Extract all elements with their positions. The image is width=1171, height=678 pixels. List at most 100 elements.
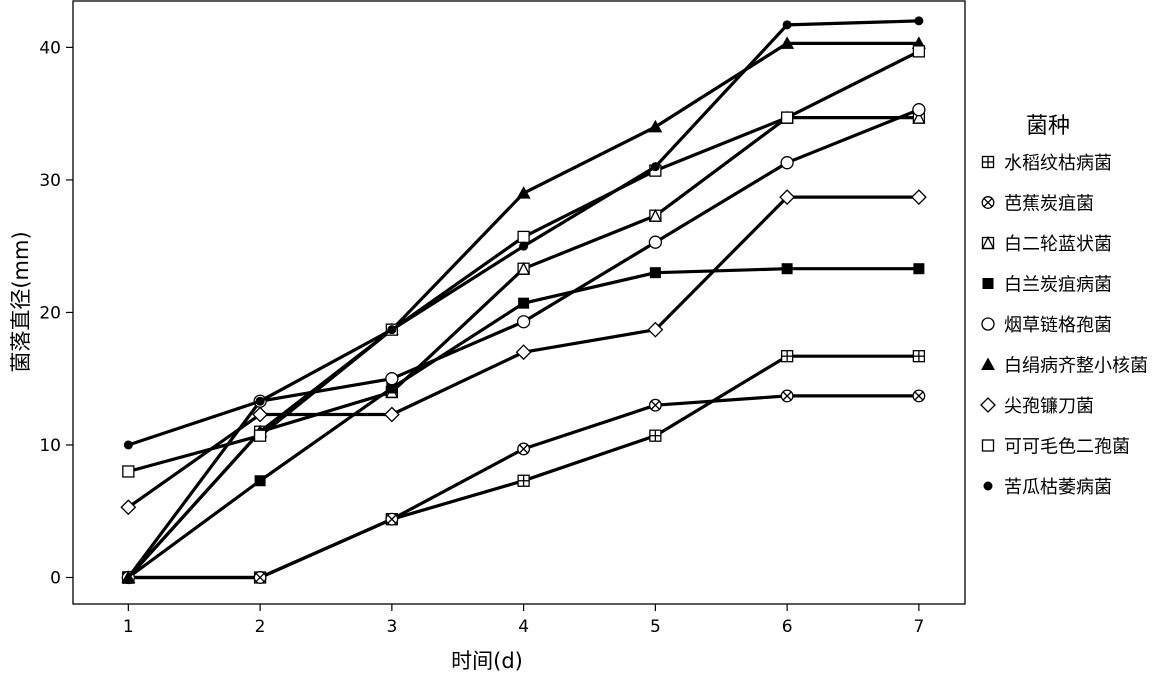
legend-marker xyxy=(983,481,993,491)
legend-label: 苦瓜枯萎病菌 xyxy=(1004,477,1112,498)
legend-item: 水稻纹枯病菌 xyxy=(981,153,1112,174)
data-point xyxy=(253,571,267,584)
data-point xyxy=(648,235,663,249)
data-point xyxy=(648,119,663,133)
legend-item: 尖孢镰刀菌 xyxy=(980,396,1094,417)
legend-item: 烟草链格孢菌 xyxy=(981,315,1112,336)
legend-label: 芭蕉炭疽菌 xyxy=(1004,194,1094,215)
x-tick-label: 4 xyxy=(518,617,529,637)
data-point xyxy=(649,429,662,442)
data-point xyxy=(912,389,926,403)
data-point xyxy=(781,263,793,275)
y-tick-label: 40 xyxy=(39,38,61,58)
series-9 xyxy=(123,16,924,450)
legend-item: 白绢病齐整小核菌 xyxy=(981,356,1148,377)
data-point xyxy=(517,442,531,456)
legend-label: 可可毛色二孢菌 xyxy=(1004,437,1130,458)
data-point xyxy=(517,230,530,244)
series-line xyxy=(128,354,919,580)
legend-marker xyxy=(981,236,995,250)
data-point xyxy=(516,315,531,329)
legend-label: 尖孢镰刀菌 xyxy=(1004,396,1094,417)
data-point xyxy=(387,325,397,335)
data-point xyxy=(386,382,398,394)
data-point xyxy=(648,398,662,412)
data-point xyxy=(780,156,794,170)
data-point xyxy=(518,297,530,309)
legend-marker xyxy=(981,439,995,452)
legend-title: 菌种 xyxy=(1026,114,1070,139)
y-tick-label: 30 xyxy=(39,171,61,191)
legend-label: 烟草链格孢菌 xyxy=(1004,315,1112,336)
legend-label: 水稻纹枯病菌 xyxy=(1004,153,1112,174)
y-tick-label: 20 xyxy=(39,303,61,323)
data-point xyxy=(121,570,136,583)
legend-marker xyxy=(980,397,996,413)
data-point xyxy=(913,263,925,275)
x-tick-label: 1 xyxy=(123,617,134,637)
data-point xyxy=(914,16,924,26)
legend-marker xyxy=(981,155,995,169)
data-point xyxy=(648,208,662,222)
legend-item: 白二轮蓝状菌 xyxy=(981,234,1112,255)
series-line xyxy=(127,108,920,579)
x-tick-label: 6 xyxy=(782,617,793,637)
data-point xyxy=(780,111,794,124)
axis-layer: 1 2 3 4 5 6 7 0 10 20 30 40 xyxy=(39,38,924,637)
data-point xyxy=(254,475,266,487)
data-point xyxy=(385,512,399,526)
data-point xyxy=(385,372,399,386)
data-point xyxy=(252,406,269,423)
data-point xyxy=(515,344,532,361)
series-1 xyxy=(122,350,926,584)
data-point xyxy=(120,499,137,516)
data-point xyxy=(647,321,664,338)
legend-marker xyxy=(982,278,994,289)
legend-label: 白二轮蓝状菌 xyxy=(1004,234,1112,255)
data-point xyxy=(912,45,926,58)
data-point xyxy=(255,396,265,406)
data-point xyxy=(517,474,530,487)
legend: 菌种 水稻纹枯病菌芭蕉炭疽菌白二轮蓝状菌白兰炭疽病菌烟草链格孢菌白绢病齐整小核菌… xyxy=(980,114,1148,498)
data-point xyxy=(912,350,926,363)
data-point xyxy=(517,261,531,275)
x-tick-label: 7 xyxy=(913,617,924,637)
data-point xyxy=(779,189,796,206)
series-7 xyxy=(120,189,927,516)
legend-label: 白兰炭疽病菌 xyxy=(1004,275,1112,296)
data-point xyxy=(519,241,529,251)
data-point xyxy=(780,350,794,363)
data-point xyxy=(253,429,267,442)
data-point xyxy=(650,162,660,172)
legend-marker xyxy=(981,317,995,331)
plot-frame xyxy=(72,0,966,605)
data-point xyxy=(780,36,795,49)
data-point xyxy=(516,186,531,199)
series-line xyxy=(127,41,919,579)
y-tick-label: 10 xyxy=(39,436,61,456)
series-line xyxy=(127,49,920,474)
legend-label: 白绢病齐整小核菌 xyxy=(1004,356,1148,377)
data-point xyxy=(123,440,133,450)
x-axis-title: 时间(d) xyxy=(451,649,523,673)
x-tick-label: 3 xyxy=(386,617,397,637)
data-point xyxy=(649,267,661,279)
series-5 xyxy=(121,103,926,585)
legend-item: 白兰炭疽病菌 xyxy=(982,275,1112,296)
x-tick-label: 5 xyxy=(650,617,661,637)
data-point xyxy=(910,189,927,206)
y-axis-title: 菌落直径(mm) xyxy=(9,231,33,372)
data-point xyxy=(782,20,792,30)
legend-marker xyxy=(981,196,995,209)
data-point xyxy=(383,406,400,423)
data-point xyxy=(122,465,135,478)
series-8 xyxy=(122,45,926,478)
legend-item: 苦瓜枯萎病菌 xyxy=(983,477,1112,498)
x-tick-label: 2 xyxy=(255,617,266,637)
data-point xyxy=(912,103,926,117)
legend-item: 芭蕉炭疽菌 xyxy=(981,194,1094,215)
y-tick-label: 0 xyxy=(50,568,61,588)
data-point xyxy=(780,389,794,403)
series-layer xyxy=(120,16,927,585)
